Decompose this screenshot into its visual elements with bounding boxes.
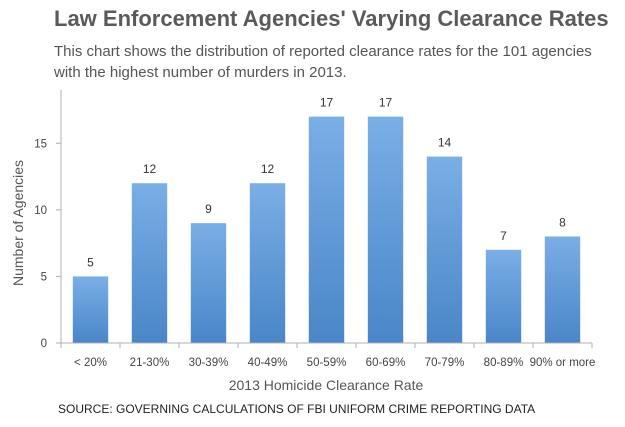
bar (426, 156, 463, 343)
bar (249, 183, 286, 343)
y-tick-label: 0 (41, 338, 47, 350)
y-tick-label: 15 (34, 138, 47, 150)
source-note: SOURCE: GOVERNING CALCULATIONS OF FBI UN… (58, 402, 536, 416)
bar (190, 223, 227, 343)
x-category-label: < 20% (74, 357, 107, 369)
bar-value-label: 17 (320, 96, 334, 110)
x-category-label: 90% or more (530, 357, 596, 369)
bar (72, 276, 109, 343)
bar-value-label: 7 (500, 229, 507, 243)
bar-value-label: 12 (143, 162, 157, 176)
chart-title: Law Enforcement Agencies' Varying Cleara… (54, 6, 609, 31)
x-category-label: 60-69% (366, 357, 406, 369)
x-category-label: 80-89% (484, 357, 524, 369)
x-category-label: 40-49% (248, 357, 288, 369)
bar (308, 116, 345, 343)
chart-subtitle: This chart shows the distribution of rep… (54, 43, 592, 81)
bar (544, 236, 581, 343)
bar (367, 116, 404, 343)
y-tick-label: 5 (41, 271, 47, 283)
y-axis-title: Number of Agencies (10, 160, 26, 286)
bar-value-label: 12 (261, 162, 275, 176)
bar-value-label: 5 (87, 255, 94, 269)
bar-value-label: 14 (438, 136, 452, 150)
bar-value-label: 9 (205, 202, 212, 216)
x-category-label: 21-30% (130, 357, 170, 369)
bar-chart: 0 5 10 15 5 < 20% 12 21-30% 9 30-39% 12 40-49% 17 50-… (10, 90, 596, 393)
bar (485, 249, 522, 343)
bar-value-label: 8 (559, 215, 566, 229)
x-category-label: 50-59% (307, 357, 347, 369)
x-category-label: 70-79% (425, 357, 465, 369)
bar (131, 183, 168, 343)
y-tick-label: 10 (34, 205, 47, 217)
bar-value-label: 17 (379, 96, 393, 110)
x-axis-title: 2013 Homicide Clearance Rate (229, 377, 424, 393)
x-category-label: 30-39% (189, 357, 229, 369)
